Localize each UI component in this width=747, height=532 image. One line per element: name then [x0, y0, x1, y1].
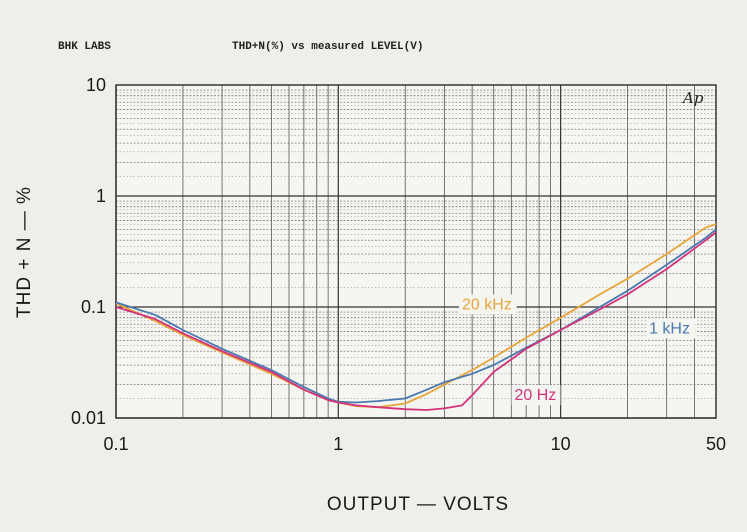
- series-label: 1 kHz: [649, 320, 690, 337]
- series-label-bg: [646, 318, 696, 339]
- x-tick-label: 1: [333, 434, 343, 454]
- y-axis-label: THD + N — %: [14, 186, 35, 318]
- y-tick-labels: 0.01 0.1 1 10: [71, 75, 106, 428]
- series-label: 20 Hz: [514, 387, 556, 404]
- grid: [115, 85, 717, 419]
- x-tick-label: 50: [706, 434, 726, 454]
- series-line-2: [115, 231, 717, 411]
- series-lines: [115, 223, 717, 411]
- plot-frame: [115, 84, 717, 419]
- y-tick-label: 1: [96, 186, 106, 206]
- y-tick-label: 0.1: [81, 297, 106, 317]
- series-line-1: [115, 228, 717, 404]
- series-label-bg: [511, 385, 561, 406]
- x-tick-label: 0.1: [103, 434, 128, 454]
- lab-name: BHK LABS: [58, 41, 111, 53]
- y-tick-label: 0.01: [71, 408, 106, 428]
- series-labels: 20 kHz 1 kHz 20 Hz: [458, 294, 696, 406]
- series-line-0: [115, 223, 717, 409]
- y-tick-label: 10: [86, 75, 106, 95]
- x-tick-label: 10: [551, 434, 571, 454]
- ap-mark: Ap: [681, 89, 704, 107]
- series-label-bg: [458, 294, 517, 315]
- x-tick-labels: 0.1 1 10 50: [103, 434, 726, 454]
- series-label: 20 kHz: [462, 296, 512, 313]
- plot-background: [116, 85, 716, 418]
- chart-title: THD+N(%) vs measured LEVEL(V): [232, 41, 423, 53]
- x-axis-label: OUTPUT — VOLTS: [327, 494, 509, 515]
